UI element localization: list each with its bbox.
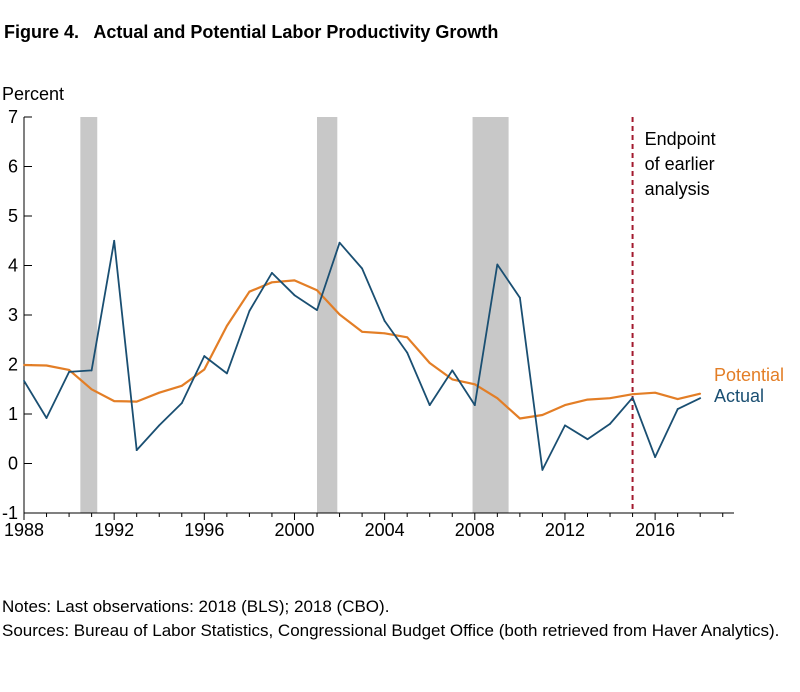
data-point-actual [248, 310, 251, 312]
data-point-potential [225, 324, 228, 327]
data-point-actual [586, 438, 589, 441]
endpoint-marker: Endpoint of earlier analysis [631, 117, 716, 513]
recession-band [317, 117, 338, 513]
data-point-actual [338, 241, 341, 244]
data-point-potential [90, 388, 93, 391]
recession-band [472, 117, 509, 513]
data-point-actual [541, 469, 544, 471]
data-point-potential [45, 364, 48, 367]
data-point-potential [631, 393, 634, 396]
data-point-potential [428, 362, 431, 364]
data-point-actual [383, 320, 386, 322]
data-point-potential [383, 332, 386, 335]
x-tick-label: 2016 [635, 520, 675, 540]
data-point-actual [609, 423, 611, 425]
y-tick-label: 0 [8, 454, 18, 474]
data-point-actual [699, 397, 702, 400]
legend-label-actual: Actual [714, 386, 764, 406]
data-point-actual [496, 263, 499, 266]
figure-title: Figure 4. Actual and Potential Labor Pro… [4, 22, 499, 42]
data-point-potential [541, 414, 544, 416]
data-point-actual [293, 294, 296, 297]
data-point-actual [518, 296, 521, 299]
figure-footnotes: Notes: Last observations: 2018 (BLS); 20… [2, 595, 782, 643]
recession-band [80, 117, 98, 513]
legend-label-potential: Potential [714, 365, 784, 385]
data-point-actual [203, 355, 206, 357]
data-point-potential [676, 398, 679, 401]
data-point-potential [113, 400, 116, 403]
x-tick-label: 2000 [274, 520, 314, 540]
x-tick-label: 1988 [4, 520, 44, 540]
data-point-potential [68, 369, 70, 371]
data-point-actual [90, 369, 93, 372]
data-point-potential [518, 417, 521, 420]
series-lines [23, 239, 702, 471]
data-point-potential [473, 383, 476, 386]
data-point-actual [271, 272, 273, 274]
recession-bands [80, 117, 509, 513]
data-point-actual [676, 408, 679, 410]
data-point-potential [406, 336, 409, 339]
data-point-actual [23, 379, 25, 382]
data-point-actual [68, 371, 70, 373]
data-point-actual [631, 396, 634, 399]
data-point-potential [180, 384, 183, 387]
data-point-actual [180, 402, 183, 405]
data-point-actual [406, 351, 409, 354]
data-point-actual [473, 404, 476, 406]
y-tick-label: 2 [8, 355, 18, 375]
data-point-potential [158, 391, 161, 394]
y-tick-label: 6 [8, 157, 18, 177]
x-tick-label: 2004 [365, 520, 405, 540]
y-tick-label: 5 [8, 206, 18, 226]
data-point-potential [496, 397, 499, 400]
sources-text: Sources: Bureau of Labor Statistics, Con… [2, 621, 780, 640]
data-point-actual [428, 404, 431, 406]
data-point-actual [113, 239, 116, 242]
data-point-potential [564, 404, 566, 406]
data-point-potential [361, 330, 363, 333]
data-point-potential [586, 398, 589, 401]
data-point-actual [654, 456, 657, 458]
line-chart: Percent -1 0 1 2 3 4 5 6 7 1988 1992 1996 2000 2004 20… [2, 84, 784, 540]
data-point-potential [699, 392, 702, 395]
data-point-potential [451, 378, 454, 381]
data-point-potential [203, 368, 206, 371]
y-tick-label: 1 [8, 404, 18, 424]
data-point-actual [361, 267, 363, 270]
data-point-potential [338, 313, 341, 316]
endpoint-annotation: of earlier [645, 154, 715, 174]
data-point-actual [135, 449, 138, 452]
axes: -1 0 1 2 3 4 5 6 7 1988 1992 1996 2000 2004 2008 2012 20… [2, 107, 734, 540]
data-point-potential [271, 281, 273, 284]
data-point-actual [225, 372, 228, 375]
notes-text: Notes: Last observations: 2018 (BLS); 20… [2, 597, 390, 616]
y-tick-label: -1 [2, 503, 18, 523]
data-point-actual [316, 309, 318, 311]
x-tick-label: 1992 [94, 520, 134, 540]
y-tick-label: 3 [8, 305, 18, 325]
y-tick-label: 4 [8, 256, 18, 276]
data-point-potential [316, 289, 318, 292]
endpoint-annotation: analysis [645, 179, 710, 199]
data-point-potential [293, 279, 296, 282]
data-point-potential [654, 391, 657, 394]
endpoint-annotation: Endpoint [645, 129, 716, 149]
data-point-potential [609, 397, 611, 400]
y-tick-label: 7 [8, 107, 18, 127]
data-point-actual [158, 424, 161, 427]
x-tick-label: 1996 [184, 520, 224, 540]
y-axis-label: Percent [2, 84, 64, 104]
x-tick-label: 2008 [455, 520, 495, 540]
data-point-potential [23, 364, 25, 366]
data-point-potential [248, 290, 251, 293]
series-line-actual [23, 239, 701, 471]
data-point-actual [564, 424, 566, 427]
data-point-actual [45, 417, 48, 419]
data-point-potential [135, 400, 138, 403]
data-point-actual [451, 369, 454, 372]
x-tick-label: 2012 [545, 520, 585, 540]
